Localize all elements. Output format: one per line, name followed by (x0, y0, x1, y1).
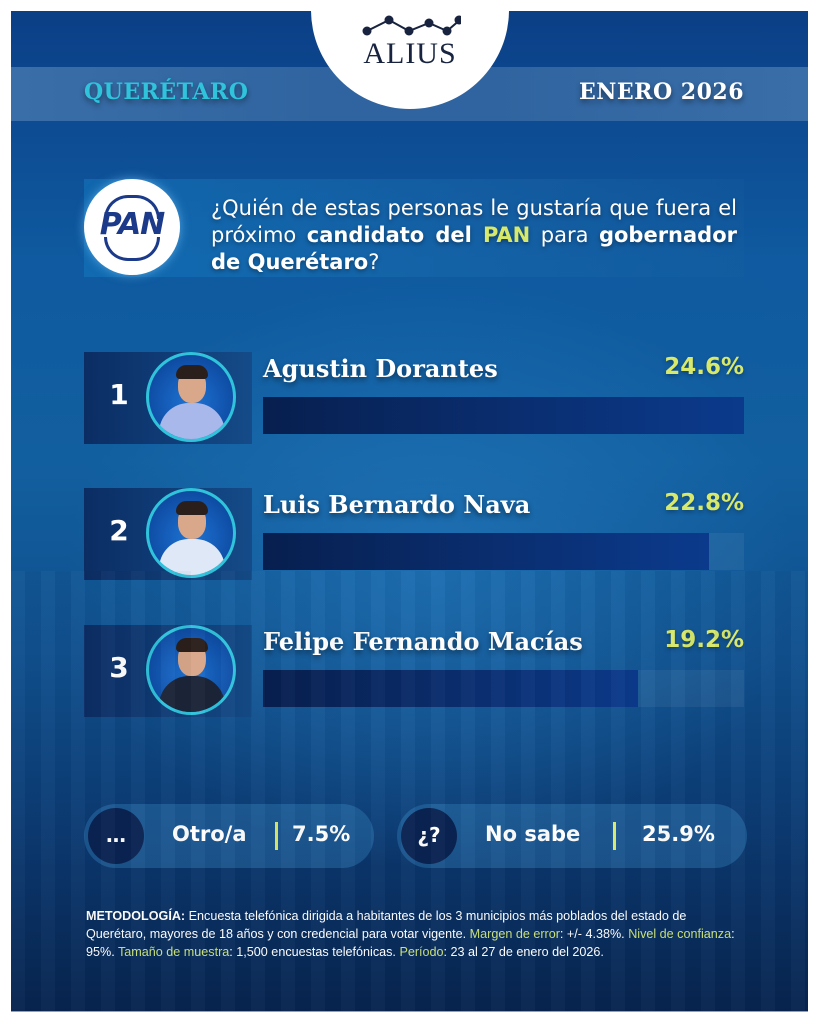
brand-name: ALIUS (363, 37, 457, 70)
pan-arc-bottom-icon (104, 237, 160, 261)
candidate-row-3: 3 Felipe Fernando Macías 19.2% (84, 625, 744, 717)
line-chart-icon (362, 15, 461, 36)
dont-know-percentage: 25.9% (642, 822, 715, 846)
candidate-name: Felipe Fernando Macías (263, 627, 583, 656)
pan-party-logo: PAN (84, 179, 180, 275)
shirt (159, 403, 225, 439)
candidate-photo (146, 488, 236, 578)
candidate-row-1: 1 Agustin Dorantes 24.6% (84, 352, 744, 444)
candidate-row-2: 2 Luis Bernardo Nava 22.8% (84, 488, 744, 580)
candidate-percentage: 19.2% (664, 627, 744, 653)
candidate-name: Agustin Dorantes (263, 354, 498, 383)
divider (613, 822, 616, 850)
date-label: ENERO 2026 (579, 79, 744, 105)
shirt (159, 539, 225, 575)
bar-track (263, 670, 744, 707)
state-label: QUERÉTARO (84, 79, 249, 105)
bar-track (263, 397, 744, 434)
jacket (159, 676, 225, 712)
other-label: Otro/a (172, 822, 247, 846)
rank-number: 1 (109, 378, 129, 411)
other-percentage: 7.5% (292, 822, 351, 846)
candidate-photo (146, 352, 236, 442)
candidate-name: Luis Bernardo Nava (263, 490, 531, 519)
question-mark-icon: ¿? (401, 808, 457, 864)
ellipsis-icon: … (88, 808, 144, 864)
candidate-percentage: 24.6% (664, 354, 744, 380)
result-bar (263, 670, 639, 707)
bar-track (263, 533, 744, 570)
result-bar (263, 533, 709, 570)
party-highlight: PAN (482, 223, 531, 247)
other-pill: … Otro/a 7.5% (84, 804, 374, 868)
candidate-photo (146, 625, 236, 715)
poll-poster: QUERÉTARO ENERO 2026 ALIUS PAN ¿Quién de… (11, 11, 808, 1012)
divider (275, 822, 278, 850)
methodology-note: METODOLOGÍA: Encuesta telefónica dirigid… (86, 909, 735, 959)
result-bar (263, 397, 744, 434)
candidate-percentage: 22.8% (664, 490, 744, 516)
question-box: PAN ¿Quién de estas personas le gustaría… (84, 179, 744, 277)
rank-number: 3 (109, 651, 129, 684)
dont-know-label: No sabe (485, 822, 581, 846)
rank-number: 2 (109, 514, 129, 547)
dont-know-pill: ¿? No sabe 25.9% (397, 804, 747, 868)
question-text: ¿Quién de estas personas le gustaría que… (211, 196, 737, 274)
